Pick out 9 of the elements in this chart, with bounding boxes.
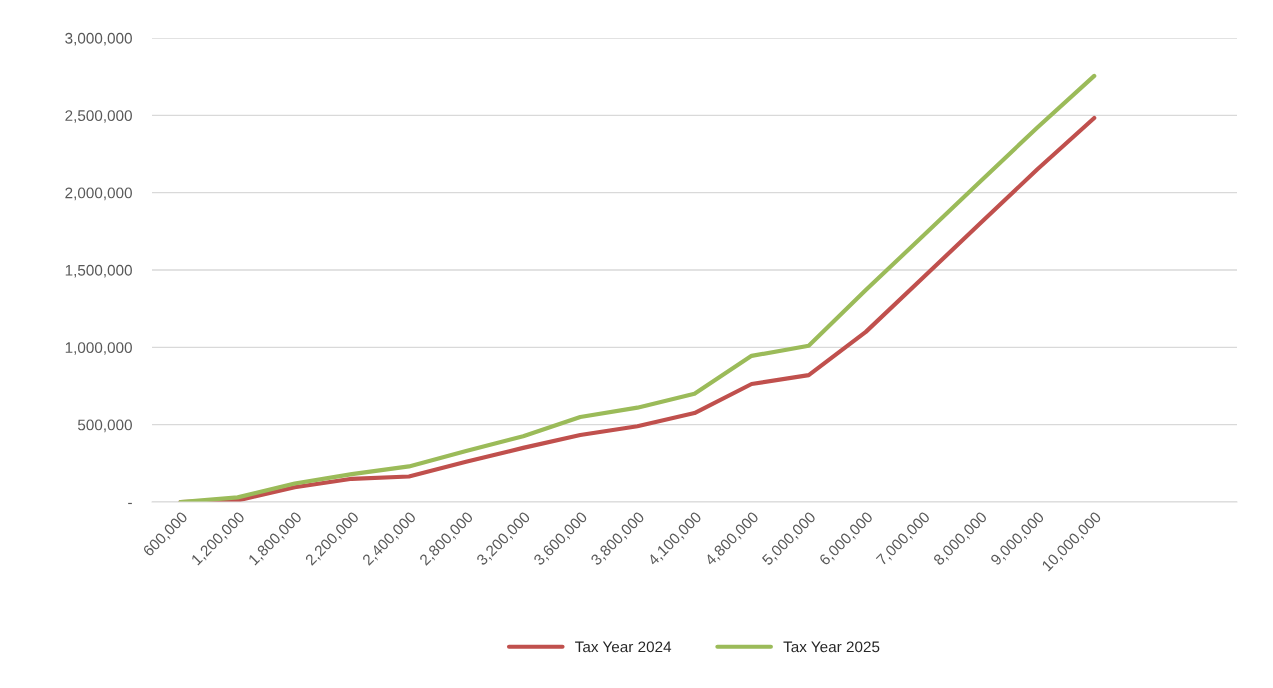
- legend-label: Tax Year 2025: [783, 641, 880, 653]
- y-tick-label: 1,500,000: [65, 264, 132, 278]
- legend-label: Tax Year 2024: [575, 641, 672, 653]
- y-tick-label: 2,000,000: [65, 187, 132, 201]
- y-tick-label: 500,000: [77, 419, 132, 433]
- y-tick-label: 1,000,000: [65, 342, 132, 355]
- y-tick-label: -: [128, 502, 132, 505]
- y-tick-label: 3,000,000: [65, 32, 132, 46]
- y-tick-label: 2,500,000: [65, 110, 132, 123]
